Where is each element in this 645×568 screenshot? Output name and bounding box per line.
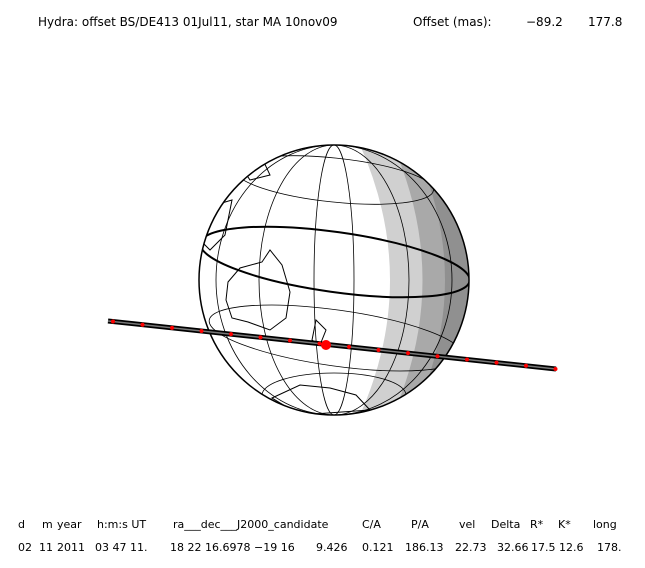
table-cell: 22.73 (455, 541, 487, 554)
table-cell: 186.13 (405, 541, 444, 554)
table-cell: year (57, 518, 82, 531)
table-cell: long (593, 518, 617, 531)
table-cell: 12.6 (559, 541, 584, 554)
time-marker (494, 360, 499, 365)
table-cell: K* (558, 518, 571, 531)
title: Hydra: offset BS/DE413 01Jul11, star MA … (38, 15, 338, 29)
globe (199, 145, 469, 415)
table-cell: −19 16 (254, 541, 295, 554)
table-cell: 02 (18, 541, 32, 554)
time-marker (140, 322, 145, 327)
time-marker (288, 338, 292, 343)
table-cell: R* (530, 518, 544, 531)
table-cell: 0.121 (362, 541, 394, 554)
closest-approach (321, 340, 331, 350)
table-cell: 178. (597, 541, 622, 554)
offset-dec: 177.8 (588, 15, 622, 29)
table-cell: m (42, 518, 53, 531)
time-marker (465, 357, 469, 362)
time-marker (229, 332, 233, 337)
time-markers (111, 319, 558, 371)
time-marker (435, 354, 440, 359)
time-marker (347, 344, 351, 349)
table-cell: vel (459, 518, 475, 531)
table-cell: 2011 (57, 541, 85, 554)
time-marker (170, 325, 174, 330)
table-cell: ra___dec___J2000_candidate (173, 518, 329, 531)
table-cell: 9.426 (316, 541, 348, 554)
table-cell: 11 (39, 541, 53, 554)
table-cell: h:m:s UT (97, 518, 146, 531)
time-marker (111, 319, 115, 324)
table-cell: C/A (362, 518, 381, 531)
time-marker (317, 341, 322, 346)
time-marker (258, 335, 263, 340)
table-cell: P/A (411, 518, 429, 531)
table-cell: d (18, 518, 25, 531)
time-marker (524, 363, 528, 368)
event-table: d m year h:m:s UT ra___dec___J2000_candidate… (18, 518, 622, 554)
table-cell: 17.5 (531, 541, 556, 554)
time-marker (406, 351, 410, 356)
time-marker (553, 366, 558, 371)
table-cell: 32.66 (497, 541, 529, 554)
offset-ra: −89.2 (526, 15, 563, 29)
time-marker (199, 329, 204, 334)
shadow-center (107, 320, 557, 370)
table-cell: 18 22 16.6978 (170, 541, 250, 554)
table-cell: Delta (491, 518, 520, 531)
globe-outline (198, 144, 470, 416)
time-marker (376, 347, 381, 352)
table-cell: 03 47 11. (95, 541, 147, 554)
offset-label: Offset (mas): (413, 15, 492, 29)
